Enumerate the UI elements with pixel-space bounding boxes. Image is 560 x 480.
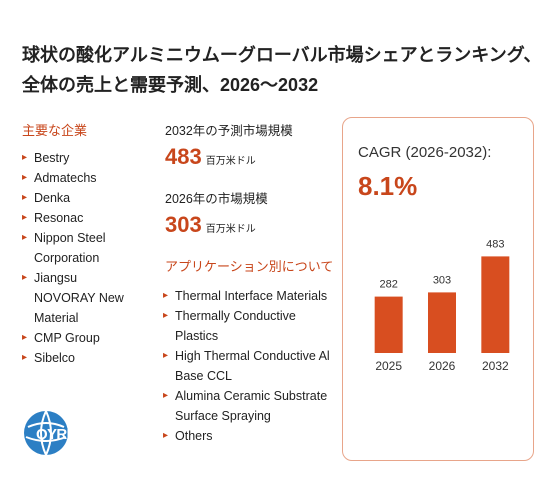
chart: CAGR (2026-2032): 8.1% 2025 282 2026 303 203… (358, 144, 510, 373)
application-item: Thermal Interface Materials (163, 286, 335, 306)
company-item: Jiangsu NOVORAY New Material (22, 268, 140, 328)
bar (428, 292, 456, 353)
applications-list: Thermal Interface MaterialsThermally Con… (163, 286, 335, 446)
company-item: Bestry (22, 148, 140, 168)
logo: QYRESEARCH (24, 410, 136, 456)
application-item: Others (163, 426, 335, 446)
value-label: 303 (433, 274, 451, 286)
cagr-box (342, 117, 534, 461)
applications-heading: アプリケーション別について (165, 259, 334, 274)
application-item: Thermally Conductive Plastics (163, 306, 335, 346)
forecast-label: 2032年の予測市場規模 (165, 124, 293, 138)
current: 303 百万米ドル (165, 212, 256, 238)
chart-title: CAGR (2026-2032): (358, 144, 491, 161)
current-value: 303 (165, 212, 202, 237)
value-label: 282 (379, 279, 397, 291)
x-tick-label: 2026 (429, 359, 456, 373)
companies-heading: 主要な企業 (22, 123, 88, 138)
current-label: 2026年の市場規模 (165, 192, 268, 206)
companies-list: BestryAdmatechsDenkaResonacNippon Steel … (22, 148, 140, 368)
company-item: Denka (22, 188, 140, 208)
application-item: High Thermal Conductive Al Base CCL (163, 346, 335, 386)
company-item: CMP Group (22, 328, 140, 348)
logo-globe (24, 411, 68, 455)
company-item: Nippon Steel Corporation (22, 228, 140, 268)
company-item: Resonac (22, 208, 140, 228)
x-tick-label: 2032 (482, 359, 509, 373)
forecast: 483 百万米ドル (165, 144, 256, 170)
company-item: Sibelco (22, 348, 140, 368)
company-item: Admatechs (22, 168, 140, 188)
page-title: 球状の酸化アルミニウムーグローバル市場シェアとランキング、全体の売上と需要予測、… (22, 45, 542, 95)
chart-subtitle: 8.1% (358, 171, 417, 201)
forecast-value: 483 (165, 144, 202, 169)
bar (374, 296, 403, 353)
bar (481, 256, 510, 353)
logo-text: QYRESEARCH (36, 426, 136, 443)
forecast-unit: 百万米ドル (205, 156, 256, 167)
application-item: Alumina Ceramic Substrate Surface Sprayi… (163, 386, 335, 426)
value-label: 483 (486, 238, 504, 250)
logo-lines (25, 410, 67, 456)
x-tick-label: 2025 (375, 359, 402, 373)
current-unit: 百万米ドル (205, 224, 256, 235)
